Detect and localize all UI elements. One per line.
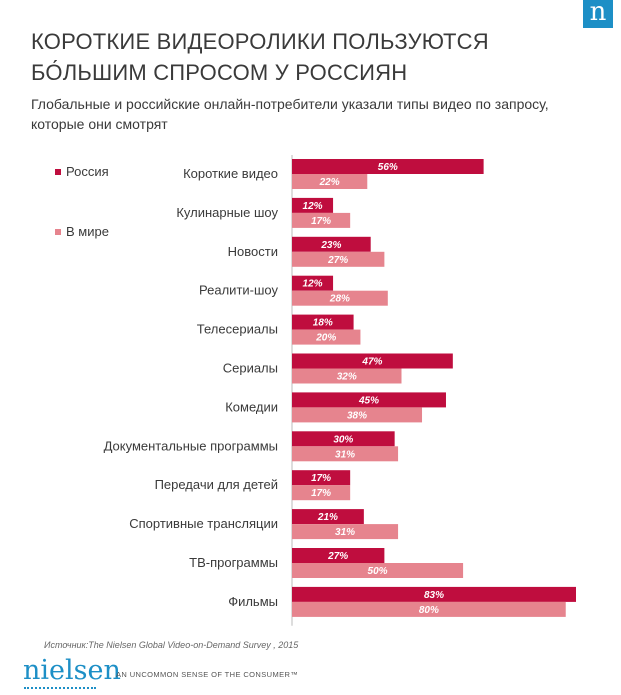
wordmark-dots xyxy=(24,687,96,691)
bar-russia xyxy=(292,197,334,213)
data-label: 27% xyxy=(327,255,348,266)
bar-russia xyxy=(292,586,576,602)
data-label: 30% xyxy=(333,434,353,445)
category-label: Телесериалы xyxy=(197,322,278,337)
title-line-2: БО́ЛЬШИМ СПРОСОМ У РОССИЯН xyxy=(31,60,408,85)
bar-russia xyxy=(292,353,453,369)
bar-russia xyxy=(292,314,354,330)
bar-world xyxy=(292,368,402,384)
data-label: 12% xyxy=(303,279,323,290)
bar-world xyxy=(292,601,566,617)
bar-chart: Короткие видео 56% 22% Кулинарные шоу 12% 17%… xyxy=(104,155,576,626)
data-label: 27% xyxy=(327,551,348,562)
data-label: 31% xyxy=(335,449,355,460)
bar-world xyxy=(292,212,351,228)
category-label: Спортивные трансляции xyxy=(129,516,278,531)
bar-world xyxy=(292,329,361,345)
legend-item-world: В мире xyxy=(55,224,109,239)
bar-world xyxy=(292,563,464,578)
data-label: 23% xyxy=(320,240,341,251)
data-label: 20% xyxy=(315,333,336,344)
legend-label-world: В мире xyxy=(66,224,109,239)
bar-russia xyxy=(292,431,395,447)
bar-world xyxy=(292,290,388,306)
legend-label-russia: Россия xyxy=(66,164,109,179)
source-note: Источник:The Nielsen Global Video-on-Dem… xyxy=(44,640,299,650)
data-label: 47% xyxy=(361,357,382,368)
bar-world xyxy=(292,174,368,189)
category-label: ТВ-программы xyxy=(189,555,278,570)
nielsen-wordmark: nielsen xyxy=(23,655,121,686)
data-label: 56% xyxy=(378,162,398,173)
bar-world xyxy=(292,251,385,267)
data-label: 50% xyxy=(368,566,388,577)
data-label: 17% xyxy=(311,473,331,484)
bar-world xyxy=(292,446,399,462)
category-label: Кулинарные шоу xyxy=(176,205,278,220)
legend-swatch-russia xyxy=(55,168,61,175)
bar-world xyxy=(292,524,399,540)
data-label: 32% xyxy=(337,372,357,383)
data-label: 22% xyxy=(319,177,340,188)
data-label: 12% xyxy=(303,201,323,212)
data-label: 45% xyxy=(358,395,379,406)
category-label: Реалити-шоу xyxy=(199,283,278,298)
category-label: Передачи для детей xyxy=(155,477,278,492)
category-label: Комедии xyxy=(225,399,278,414)
tagline: AN UNCOMMON SENSE OF THE CONSUMER™ xyxy=(116,670,299,679)
bar-russia xyxy=(292,548,385,563)
data-label: 17% xyxy=(311,216,331,227)
category-label: Документальные программы xyxy=(104,438,278,453)
data-label: 31% xyxy=(335,527,355,538)
chart-subtitle: Глобальные и российские онлайн-потребите… xyxy=(31,96,549,132)
bar-russia xyxy=(292,509,364,525)
data-label: 38% xyxy=(347,410,367,421)
legend-swatch-world xyxy=(55,228,61,235)
data-label: 83% xyxy=(424,590,444,601)
data-label: 80% xyxy=(419,605,439,616)
bar-world xyxy=(292,407,423,423)
category-label: Фильмы xyxy=(228,594,278,609)
bar-russia xyxy=(292,275,334,291)
bar-russia xyxy=(292,392,446,408)
bar-russia xyxy=(292,159,484,174)
bar-world xyxy=(292,485,351,501)
data-label: 28% xyxy=(329,294,350,305)
bar-russia xyxy=(292,236,371,252)
data-label: 21% xyxy=(317,512,338,523)
category-label: Новости xyxy=(228,244,278,259)
title-line-1: КОРОТКИЕ ВИДЕОРОЛИКИ ПОЛЬЗУЮТСЯ xyxy=(31,29,489,54)
nielsen-n-logo: n xyxy=(583,0,613,28)
data-label: 17% xyxy=(311,488,331,499)
page-title: КОРОТКИЕ ВИДЕОРОЛИКИ ПОЛЬЗУЮТСЯ БО́ЛЬШИМ… xyxy=(31,26,576,88)
legend-item-russia: Россия xyxy=(55,164,109,179)
bar-russia xyxy=(292,470,351,486)
category-label: Сериалы xyxy=(223,361,278,376)
data-label: 18% xyxy=(313,318,333,329)
category-label: Короткие видео xyxy=(183,166,278,181)
